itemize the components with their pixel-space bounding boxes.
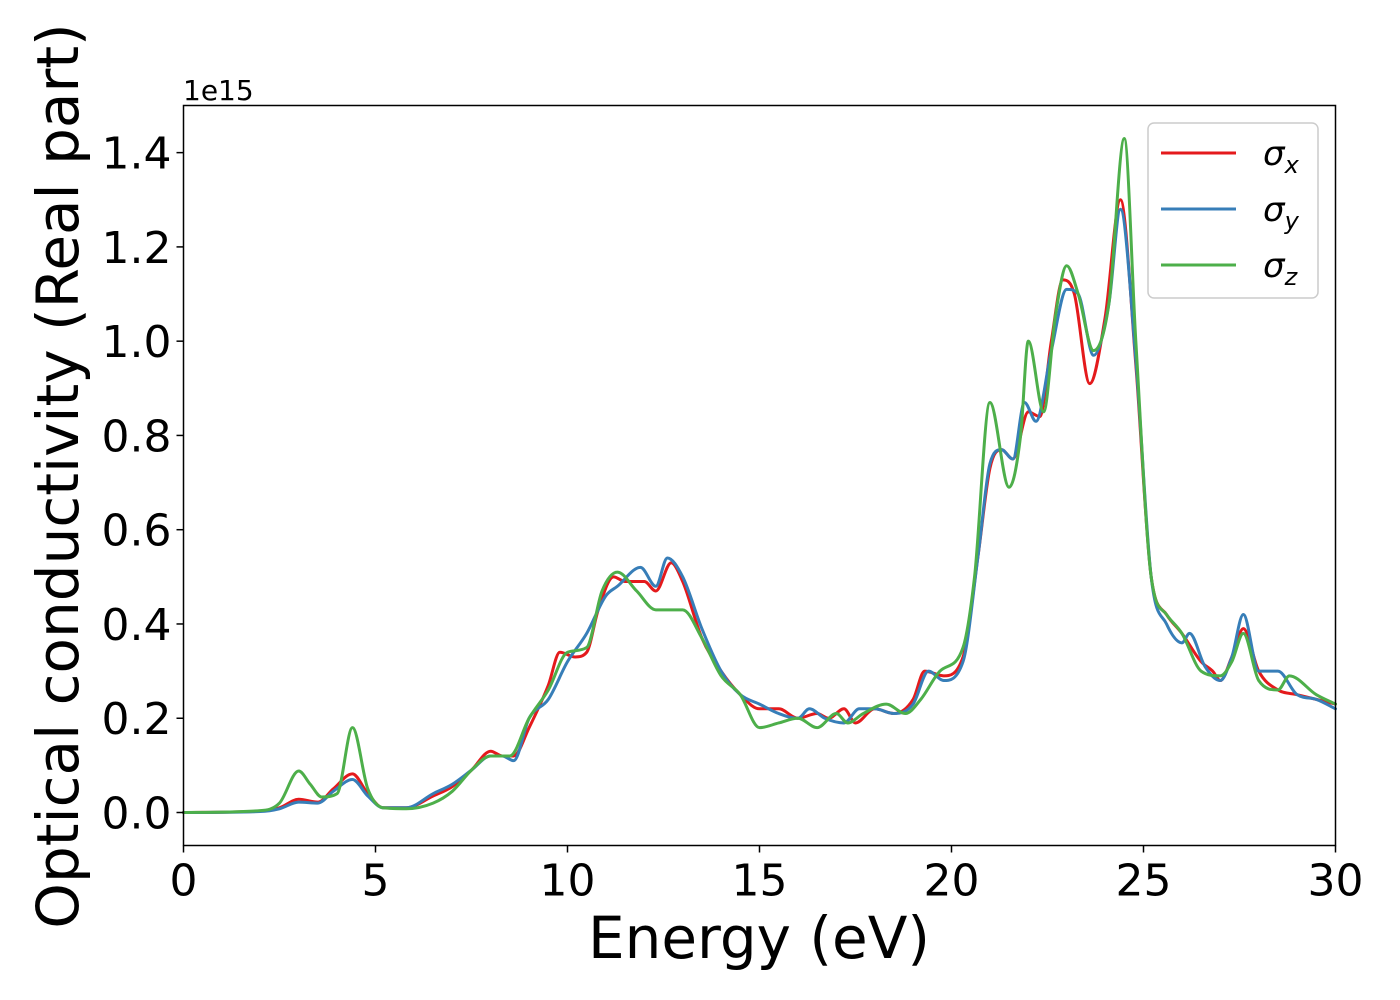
series-layer — [182, 136, 1337, 815]
series-line-z — [182, 136, 1337, 815]
y-tick-label: 0.2 — [102, 694, 172, 745]
y-tick-label: 1.0 — [102, 317, 172, 368]
x-tick-label: 10 — [540, 856, 596, 907]
y-tick-label: 0.6 — [102, 506, 172, 557]
y-tick-label: 1.4 — [102, 129, 172, 180]
y-tick-label: 0.8 — [102, 411, 172, 462]
y-tick-label: 0.4 — [102, 600, 172, 651]
x-tick-label: 30 — [1308, 856, 1364, 907]
x-tick-label: 5 — [362, 856, 390, 907]
y-tick-label: 0.0 — [102, 789, 172, 840]
y-axis-title: Optical conductivity (Real part) — [24, 23, 92, 928]
series-line-y — [182, 207, 1337, 815]
x-tick-label: 25 — [1116, 856, 1172, 907]
x-tick-label: 20 — [924, 856, 980, 907]
x-axis-ticks: 0 5 10 15 20 25 30 — [170, 845, 1364, 907]
x-tick-label: 15 — [732, 856, 788, 907]
y-offset-label: 1e15 — [183, 74, 254, 107]
x-axis-title: Energy (eV) — [588, 904, 930, 972]
y-tick-label: 1.2 — [102, 223, 172, 274]
y-axis-ticks: 0.0 0.2 0.4 0.6 0.8 1.0 1.2 1.4 — [102, 129, 184, 840]
x-tick-label: 0 — [170, 856, 198, 907]
